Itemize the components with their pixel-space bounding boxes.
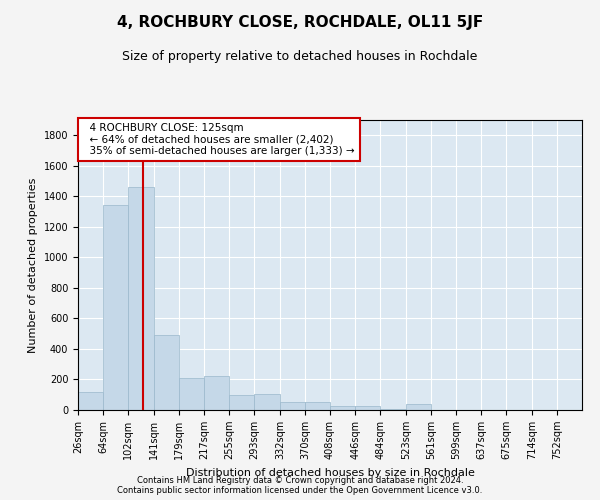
Bar xyxy=(355,406,380,410)
X-axis label: Distribution of detached houses by size in Rochdale: Distribution of detached houses by size … xyxy=(185,468,475,477)
Bar xyxy=(78,392,103,410)
Bar xyxy=(204,376,229,410)
Bar xyxy=(280,402,305,410)
Text: 4 ROCHBURY CLOSE: 125sqm
  ← 64% of detached houses are smaller (2,402)
  35% of: 4 ROCHBURY CLOSE: 125sqm ← 64% of detach… xyxy=(83,123,355,156)
Bar xyxy=(254,394,280,410)
Text: 4, ROCHBURY CLOSE, ROCHDALE, OL11 5JF: 4, ROCHBURY CLOSE, ROCHDALE, OL11 5JF xyxy=(117,15,483,30)
Y-axis label: Number of detached properties: Number of detached properties xyxy=(28,178,38,352)
Text: Size of property relative to detached houses in Rochdale: Size of property relative to detached ho… xyxy=(122,50,478,63)
Bar xyxy=(406,404,431,410)
Bar xyxy=(330,406,355,410)
Bar xyxy=(305,402,330,410)
Bar xyxy=(154,335,179,410)
Bar xyxy=(380,409,406,410)
Bar xyxy=(128,187,154,410)
Bar xyxy=(103,206,128,410)
Text: Contains HM Land Registry data © Crown copyright and database right 2024.
Contai: Contains HM Land Registry data © Crown c… xyxy=(118,476,482,495)
Bar xyxy=(229,394,254,410)
Bar xyxy=(179,378,204,410)
